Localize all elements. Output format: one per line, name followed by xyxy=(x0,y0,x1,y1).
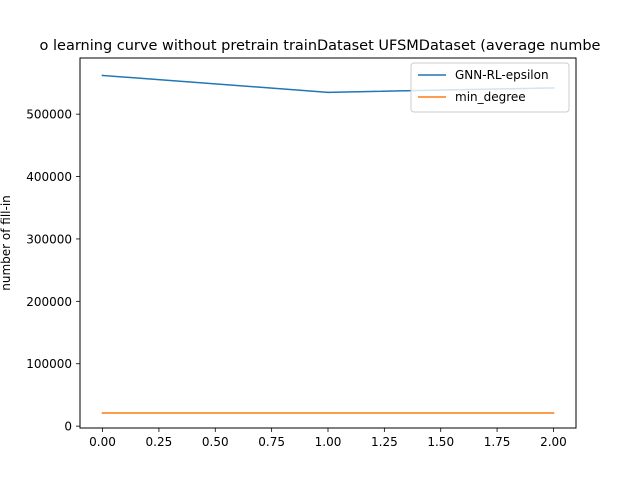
axes-frame xyxy=(79,57,577,429)
legend-label-gnn-rl-epsilon: GNN-RL-epsilon xyxy=(455,68,549,82)
y-tick-label: 300000 xyxy=(26,232,72,246)
x-tick-label: 0.75 xyxy=(258,435,285,449)
x-tick-label: 0.25 xyxy=(146,435,173,449)
x-tick-label: 0.00 xyxy=(89,435,116,449)
x-tick-label: 0.50 xyxy=(202,435,229,449)
data-point-min-degree-1 xyxy=(327,412,329,414)
data-point-gnn-rl-epsilon-0 xyxy=(101,74,104,77)
data-point-gnn-rl-epsilon-1 xyxy=(327,91,329,94)
y-tick-label: 500000 xyxy=(26,108,72,122)
y-tick-label: 0 xyxy=(64,420,72,434)
y-tick-label: 100000 xyxy=(26,357,72,371)
x-tick-label: 2.00 xyxy=(540,435,567,449)
data-point-min-degree-0 xyxy=(101,412,104,414)
x-axis: 0.00 0.25 0.50 0.75 1.00 1.25 1.50 1.75 2.00 xyxy=(89,428,567,449)
plot-lines xyxy=(101,74,555,414)
chart-title: o learning curve without pretrain trainD… xyxy=(40,38,601,54)
y-axis-label: number of fill-in xyxy=(0,195,13,291)
y-tick-label: 400000 xyxy=(26,170,72,184)
legend-box xyxy=(410,62,570,113)
x-tick-label: 1.00 xyxy=(315,435,342,449)
data-point-min-degree-2 xyxy=(552,412,555,414)
y-axis: 0 100000 200000 300000 400000 500000 xyxy=(26,108,80,434)
y-tick-label: 200000 xyxy=(26,295,72,309)
legend: GNN-RL-epsilon min_degree xyxy=(410,62,570,113)
x-tick-label: 1.25 xyxy=(371,435,398,449)
legend-label-min-degree: min_degree xyxy=(455,90,526,104)
x-tick-label: 1.50 xyxy=(427,435,454,449)
x-tick-label: 1.75 xyxy=(484,435,511,449)
